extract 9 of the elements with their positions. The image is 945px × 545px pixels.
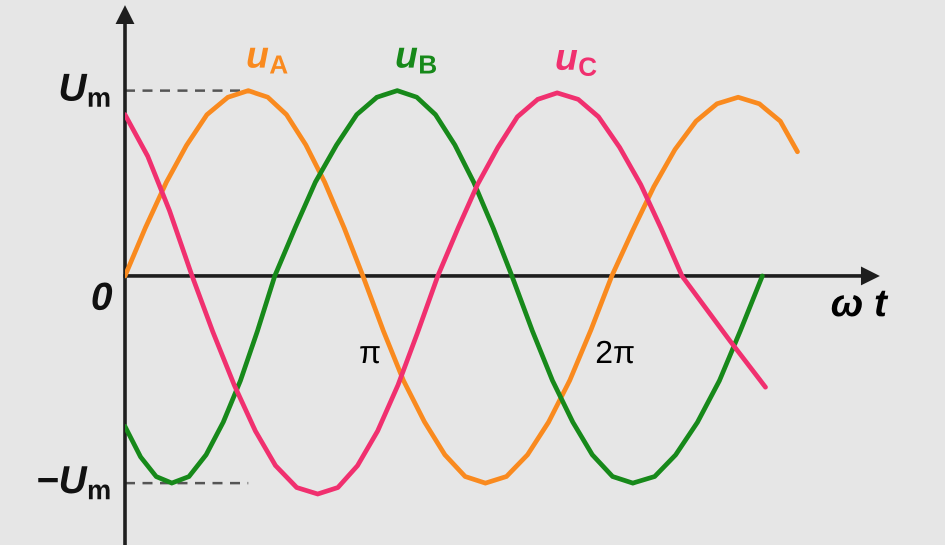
x-tick-label: 2π <box>596 340 634 364</box>
annotation: 0 <box>92 282 112 310</box>
series-label: u$_{C}$ <box>556 50 596 76</box>
series-label: u$_{A}$ <box>248 48 288 74</box>
series-label: u$_{B}$ <box>396 48 436 74</box>
ref-line-label: U$_{m}$ <box>60 74 110 107</box>
x-axis-title: ω t <box>832 290 888 317</box>
ref-line-label: −U$_{m}$ <box>38 466 110 500</box>
x-tick-label: π <box>360 346 380 364</box>
